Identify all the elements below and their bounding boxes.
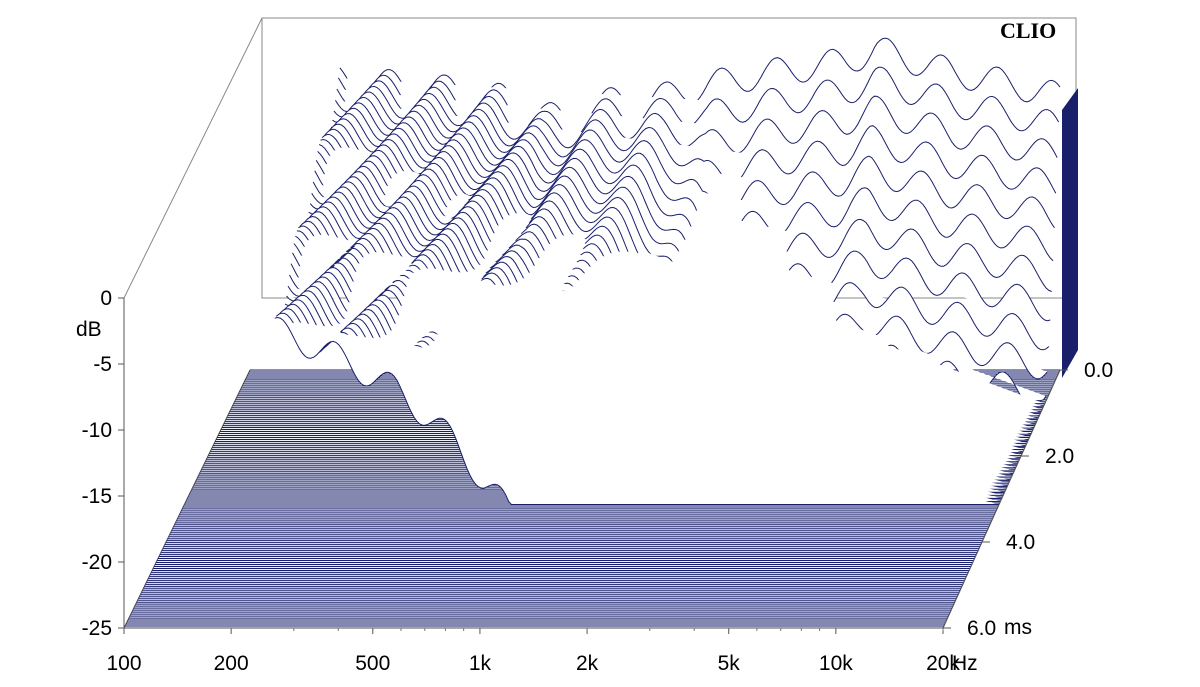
x-tick-label: 10k (819, 652, 853, 675)
x-tick-label: 20k (926, 652, 960, 675)
y-axis-label: dB (76, 318, 102, 341)
x-axis-unit: Hz (952, 652, 978, 675)
z-tick-label: 6.0 (967, 617, 996, 640)
x-tick-label: 500 (355, 652, 390, 675)
z-tick-label: 4.0 (1006, 531, 1035, 554)
right-edge-band (1062, 88, 1078, 378)
waterfall-slice (333, 91, 1055, 229)
x-tick-label: 100 (106, 652, 141, 675)
y-axis-ticks: 0 -5 -10 -15 -20 -25 (82, 287, 124, 640)
z-tick-label: 0.0 (1084, 359, 1113, 382)
brand-logo: CLIO (1000, 18, 1056, 43)
z-axis-unit: ms (1004, 616, 1032, 639)
top-left-edge (123, 17, 263, 299)
x-tick-label: 5k (718, 652, 741, 675)
y-tick-label: -5 (93, 353, 112, 376)
y-tick-label: -15 (82, 485, 112, 508)
x-axis-ticks: 100 200 500 1k 2k 5k 10k 20k (106, 628, 960, 675)
z-tick-label: 2.0 (1045, 445, 1074, 468)
z-axis-ticks: 0.0 2.0 4.0 6.0 (943, 359, 1113, 640)
x-tick-label: 200 (214, 652, 249, 675)
x-tick-label: 2k (576, 652, 599, 675)
y-tick-label: -10 (82, 419, 112, 442)
y-tick-label: 0 (100, 287, 112, 310)
x-tick-label: 1k (469, 652, 492, 675)
waterfall-slices (274, 37, 1061, 505)
waterfall-slice (274, 316, 999, 505)
z-axis-line (942, 369, 1061, 629)
y-tick-label: -25 (82, 617, 112, 640)
y-tick-label: -20 (82, 551, 112, 574)
